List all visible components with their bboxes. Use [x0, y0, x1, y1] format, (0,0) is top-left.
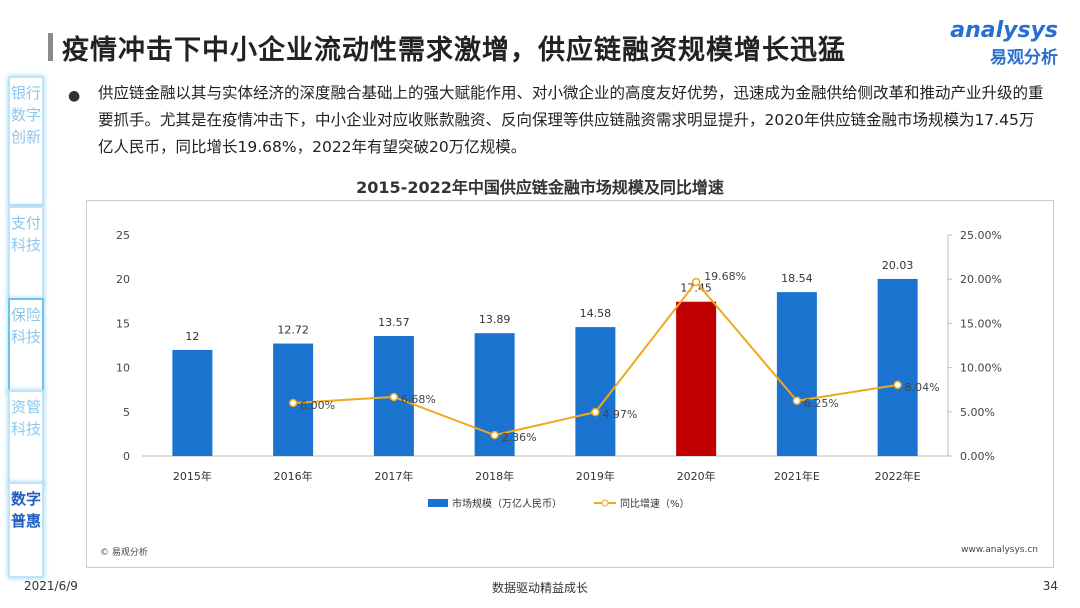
- sidebar-item-payment[interactable]: 支付科技: [8, 206, 44, 302]
- growth-label: 6.00%: [300, 399, 335, 412]
- legend-bar-label: 市场规模（万亿人民币）: [452, 497, 562, 510]
- bar: [172, 349, 213, 456]
- bar-label: 18.54: [781, 272, 813, 285]
- sidebar-item-inclusive[interactable]: 数字普惠: [8, 482, 44, 578]
- sidebar-item-asset[interactable]: 资管科技: [8, 390, 44, 486]
- logo: analysys 易观分析: [950, 18, 1058, 68]
- bar: [575, 327, 616, 456]
- paragraph: 供应链金融以其与实体经济的深度融合基础上的强大赋能作用、对小微企业的高度友好优势…: [98, 84, 1044, 156]
- date: 2021/6/9: [24, 579, 78, 593]
- y2-tick-label: 0.00%: [960, 450, 995, 463]
- bar-label: 13.89: [479, 313, 511, 326]
- y-tick-label: 25: [116, 229, 130, 242]
- bar: [776, 292, 817, 456]
- growth-point: [490, 430, 499, 440]
- site-url: www.analysys.cn: [961, 545, 1038, 555]
- page-title: 疫情冲击下中小企业流动性需求激增，供应链融资规模增长迅猛: [62, 35, 846, 66]
- growth-point: [691, 277, 701, 287]
- growth-label: 4.97%: [602, 408, 637, 421]
- x-tick-label: 2021年E: [774, 469, 820, 483]
- bullet-icon: ●: [68, 88, 81, 104]
- y2-tick-label: 25.00%: [960, 229, 1002, 242]
- y2-tick-label: 10.00%: [960, 362, 1002, 375]
- growth-point: [389, 392, 399, 402]
- slogan: 数据驱动精益成长: [492, 581, 589, 595]
- growth-label: 6.25%: [804, 397, 839, 410]
- bar-label: 12.72: [277, 324, 309, 337]
- y2-tick-label: 5.00%: [960, 406, 995, 419]
- growth-label: 2.36%: [502, 431, 537, 444]
- bar-label: 14.58: [580, 307, 612, 320]
- legend-bar-swatch: [428, 499, 448, 507]
- y2-tick-label: 20.00%: [960, 273, 1002, 286]
- growth-label: 19.68%: [704, 270, 746, 283]
- growth-label: 6.68%: [401, 393, 436, 406]
- x-tick-label: 2015年: [173, 469, 212, 483]
- bar-label: 13.57: [378, 316, 410, 329]
- source-note: © 易观分析: [100, 548, 148, 558]
- chart-frame: [86, 200, 1054, 568]
- y2-tick-label: 15.00%: [960, 317, 1002, 330]
- x-tick-label: 2016年: [274, 469, 313, 483]
- sidebar-item-bank[interactable]: 银行数字创新: [8, 76, 44, 206]
- y-tick-label: 0: [123, 450, 130, 463]
- growth-point: [591, 407, 600, 417]
- y-tick-label: 15: [116, 317, 130, 330]
- x-tick-label: 2022年E: [875, 469, 921, 483]
- legend-line-label: 同比增速（%）: [620, 497, 690, 510]
- x-tick-label: 2019年: [576, 469, 615, 483]
- growth-label: 8.04%: [905, 381, 940, 394]
- growth-point: [893, 380, 902, 390]
- y-tick-label: 10: [116, 362, 130, 375]
- y-tick-label: 5: [123, 406, 130, 419]
- y-tick-label: 20: [116, 273, 130, 286]
- bar: [676, 301, 717, 456]
- title-accent-bar: [48, 33, 53, 61]
- x-tick-label: 2017年: [374, 469, 413, 483]
- legend-line-marker: [601, 499, 609, 507]
- growth-point: [792, 396, 802, 405]
- x-tick-label: 2018年: [475, 469, 514, 483]
- bar: [877, 278, 918, 456]
- bar-label: 20.03: [882, 259, 914, 272]
- page-number: 34: [1042, 579, 1058, 593]
- x-tick-label: 2020年: [677, 469, 716, 483]
- bar-label: 12: [185, 330, 199, 343]
- chart-title: 2015-2022年中国供应链金融市场规模及同比增速: [356, 178, 724, 197]
- growth-point: [288, 398, 298, 408]
